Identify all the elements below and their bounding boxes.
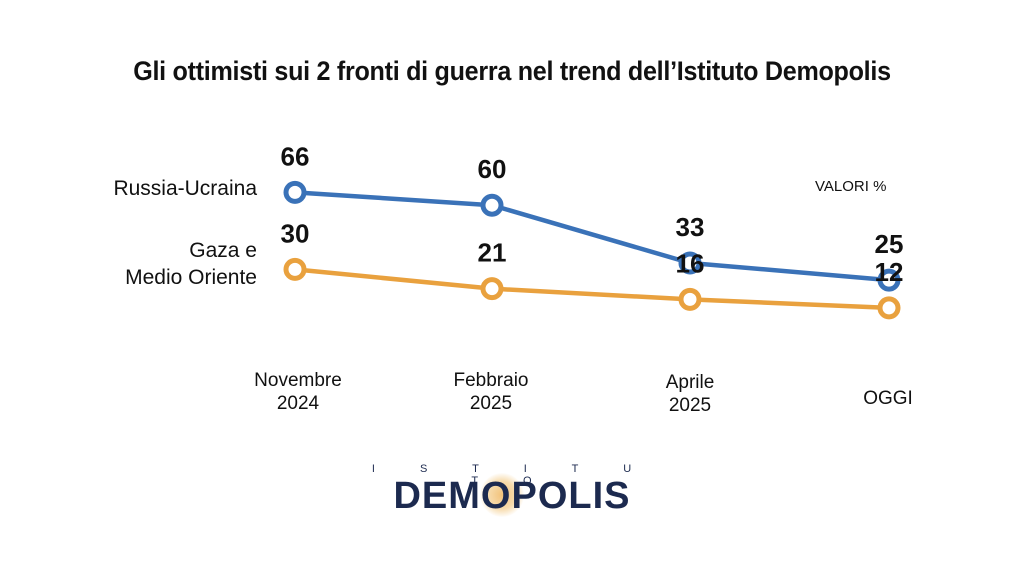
chart-title: Gli ottimisti sui 2 fronti di guerra nel… [133,56,891,86]
x-label-novembre-2024: Novembre 2024 [254,370,342,414]
series-label-gaza-medio-oriente: Gaza e Medio Oriente [125,239,257,289]
logo-glow [480,473,524,517]
demopolis-logo: I S T I T U T O DEMOPOLIS [362,463,662,519]
x-label-aprile-2025: Aprile 2025 [665,372,715,416]
x-label-oggi: OGGI [863,388,913,409]
data-point-s1-3 [877,296,901,320]
data-label-s0-2: 33 [676,212,705,242]
series-label-russia-ucraina: Russia-Ucraina [113,177,257,200]
x-label-febbraio-2025: Febbraio 2025 [453,370,529,414]
data-label-s1-1: 21 [478,238,507,268]
data-label-s0-0: 66 [281,141,310,171]
data-label-s0-3: 25 [875,229,904,259]
series-line-1 [294,267,890,311]
data-point-s0-1 [480,193,504,217]
data-point-s0-0 [283,180,307,204]
data-point-s1-1 [480,277,504,301]
data-label-s0-1: 60 [478,154,507,184]
logo-tagline: I S T I T U T O [371,463,653,487]
data-point-s0-2 [678,251,702,275]
series-line-0 [294,190,890,283]
data-point-s1-2 [678,287,702,311]
data-label-s1-2: 16 [676,248,705,278]
data-label-s1-0: 30 [281,218,310,248]
data-point-s0-3 [877,268,901,292]
data-point-s1-0 [283,257,307,281]
units-note: VALORI % [815,178,887,195]
logo-wordmark: DEMOPOLIS [393,475,631,517]
data-label-s1-3: 12 [875,257,904,287]
